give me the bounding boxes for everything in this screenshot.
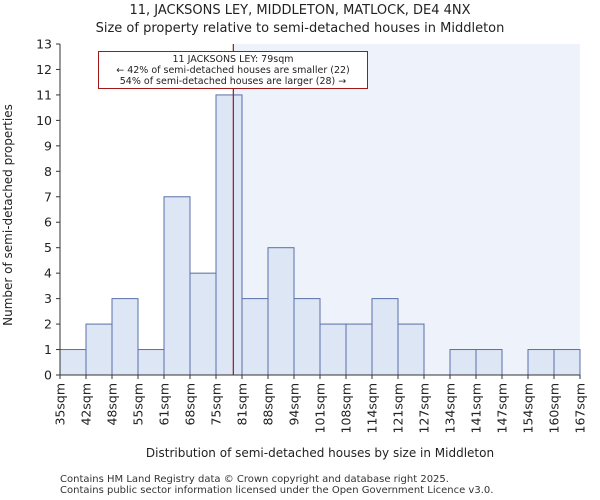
y-tick-label-13: 13: [36, 37, 52, 52]
y-axis-label: Number of semi-detached properties: [1, 104, 15, 326]
bar-134sqm: [449, 349, 477, 376]
y-tick-label-9: 9: [44, 138, 52, 153]
x-tick-label-160sqm: 160sqm: [547, 383, 562, 433]
y-tick-label-8: 8: [44, 164, 52, 179]
x-tick-label-114sqm: 114sqm: [365, 383, 380, 433]
footer-line-2: Contains public sector information licen…: [60, 485, 494, 496]
bar-48sqm: [111, 298, 139, 376]
bar-35sqm: [59, 349, 87, 376]
y-tick-label-1: 1: [44, 342, 52, 357]
y-tick-label-10: 10: [36, 113, 52, 128]
x-tick-label-35sqm: 35sqm: [53, 383, 68, 426]
x-tick-label-42sqm: 42sqm: [79, 383, 94, 426]
x-tick-label-147sqm: 147sqm: [495, 383, 510, 433]
x-tick-label-81sqm: 81sqm: [235, 383, 250, 426]
annotation-line-3: 54% of semi-detached houses are larger (…: [119, 76, 347, 87]
x-tick-label-108sqm: 108sqm: [339, 383, 354, 433]
footer-line-1: Contains HM Land Registry data © Crown c…: [60, 474, 449, 485]
bar-108sqm: [345, 323, 373, 376]
annotation-line-2: ← 42% of semi-detached houses are smalle…: [116, 65, 350, 76]
y-tick-label-7: 7: [44, 189, 52, 204]
bar-121sqm: [397, 323, 425, 376]
bar-154sqm: [527, 349, 555, 376]
y-tick-label-2: 2: [44, 317, 52, 332]
bar-75sqm: [215, 94, 243, 376]
y-tick-label-3: 3: [44, 291, 52, 306]
y-tick-label-6: 6: [44, 215, 52, 230]
x-tick-label-61sqm: 61sqm: [157, 383, 172, 426]
bar-101sqm: [319, 323, 347, 376]
y-tick-label-11: 11: [36, 87, 52, 102]
bar-141sqm: [475, 349, 503, 376]
x-tick-label-88sqm: 88sqm: [261, 383, 276, 426]
bar-88sqm: [267, 247, 295, 376]
x-tick-label-55sqm: 55sqm: [131, 383, 146, 426]
x-tick-label-121sqm: 121sqm: [391, 383, 406, 433]
x-tick-label-48sqm: 48sqm: [105, 383, 120, 426]
bar-114sqm: [371, 298, 399, 376]
bar-42sqm: [85, 323, 113, 376]
x-tick-label-94sqm: 94sqm: [287, 383, 302, 426]
chart-title: 11, JACKSONS LEY, MIDDLETON, MATLOCK, DE…: [129, 3, 471, 18]
x-tick-label-167sqm: 167sqm: [573, 383, 588, 433]
x-tick-label-134sqm: 134sqm: [443, 383, 458, 433]
y-tick-label-4: 4: [44, 266, 52, 281]
annotation-line-1: 11 JACKSONS LEY: 79sqm: [172, 54, 294, 65]
x-tick-label-141sqm: 141sqm: [469, 383, 484, 433]
x-tick-label-75sqm: 75sqm: [209, 383, 224, 426]
y-tick-label-12: 12: [36, 62, 52, 77]
bar-61sqm: [163, 196, 191, 376]
bar-55sqm: [137, 349, 165, 376]
x-axis-label: Distribution of semi-detached houses by …: [145, 446, 495, 460]
bar-68sqm: [189, 272, 217, 376]
bar-81sqm: [241, 298, 269, 376]
bar-94sqm: [293, 298, 321, 376]
x-tick-label-127sqm: 127sqm: [417, 383, 432, 433]
y-tick-label-0: 0: [44, 368, 52, 383]
bar-160sqm: [553, 349, 581, 376]
x-tick-label-101sqm: 101sqm: [313, 383, 328, 433]
y-tick-label-5: 5: [44, 240, 52, 255]
x-tick-label-68sqm: 68sqm: [183, 383, 198, 426]
x-tick-label-154sqm: 154sqm: [521, 383, 536, 433]
marker-annotation: 11 JACKSONS LEY: 79sqm ← 42% of semi-det…: [98, 51, 368, 89]
chart-subtitle: Size of property relative to semi-detach…: [95, 21, 505, 36]
